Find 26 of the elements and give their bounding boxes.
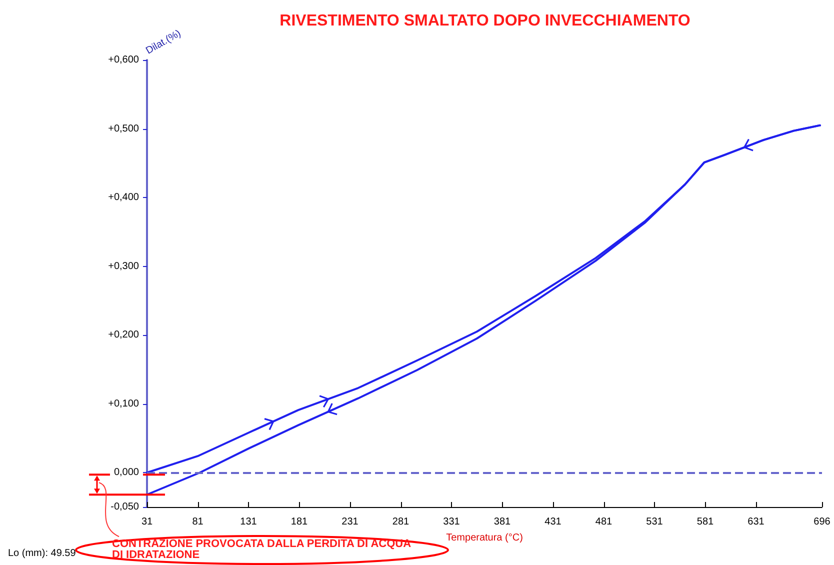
- y-tick-label: +0,100: [108, 398, 140, 410]
- text: CONTRAZIONE PROVOCATA DALLA PERDITA DI ACQUA DI IDRATAZIONE: [112, 538, 412, 561]
- x-tick-label: 581: [696, 516, 714, 528]
- x-tick-label: 281: [392, 516, 410, 528]
- y-tick-label: +0,400: [108, 192, 140, 204]
- x-axis-title: Temperatura (°C): [446, 532, 523, 544]
- x-tick-label: 31: [141, 516, 153, 528]
- x-tick-label: 181: [290, 516, 308, 528]
- x-tick-label: 331: [443, 516, 460, 528]
- x-tick-label: 431: [544, 516, 562, 528]
- chart-title: RIVESTIMENTO SMALTATO DOPO INVECCHIAMENTO: [280, 12, 690, 30]
- x-tick-label: 81: [192, 516, 204, 528]
- y-tick-label: +0,200: [108, 330, 140, 341]
- y-tick-label: 0,000: [114, 467, 140, 478]
- x-tick-label: 131: [240, 516, 258, 528]
- x-tick-label: 531: [646, 516, 664, 528]
- y-tick-label: +0,600: [108, 54, 140, 66]
- x-tick-label: 381: [494, 516, 512, 528]
- text: Lo (mm): 49.59: [8, 548, 76, 559]
- x-tick-label: 631: [748, 516, 765, 528]
- y-tick-label: +0,500: [108, 123, 140, 134]
- x-tick-label: 696: [814, 516, 831, 528]
- x-tick-label: 481: [595, 516, 613, 528]
- y-tick-label: -0,050: [110, 502, 140, 512]
- x-tick-label: 231: [342, 516, 359, 528]
- y-tick-label: +0,300: [108, 260, 140, 272]
